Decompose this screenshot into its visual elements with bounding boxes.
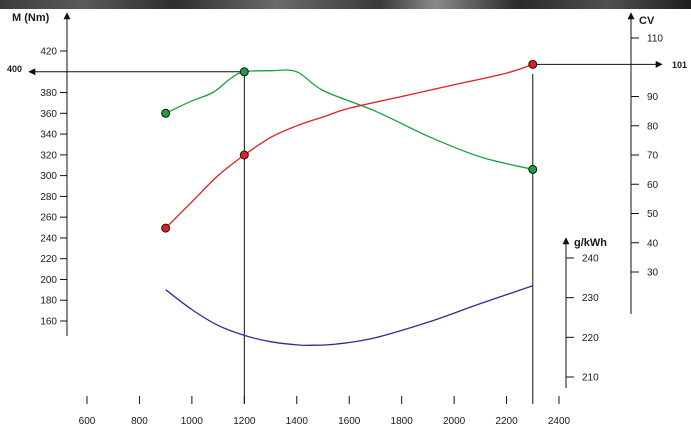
torque-tick-label: 200 xyxy=(40,275,57,286)
power-tick-label: 70 xyxy=(647,151,659,162)
torque-tick-label: 240 xyxy=(40,233,57,244)
power-curve-point xyxy=(161,223,171,233)
torque-curve-point xyxy=(239,67,249,77)
torque-tick-label: 280 xyxy=(40,192,57,203)
reference-lines-layer xyxy=(28,60,663,404)
power-curve-point xyxy=(528,59,538,69)
consumption-tick-label: 220 xyxy=(582,333,599,344)
consumption-tick-label: 230 xyxy=(582,293,599,304)
torque-axis-title: M (Nm) xyxy=(12,12,50,24)
power-tick-label: 60 xyxy=(647,180,659,191)
rpm-tick-label: 1000 xyxy=(181,416,204,427)
rpm-tick-label: 600 xyxy=(79,416,96,427)
power-tick-label: 40 xyxy=(647,238,659,249)
rpm-tick-label: 1600 xyxy=(338,416,361,427)
power-tick-label: 50 xyxy=(647,209,659,220)
consumption-axis-title: g/kWh xyxy=(574,237,607,249)
consumption-tick-label: 240 xyxy=(582,254,599,265)
torque-curve-point xyxy=(161,108,171,118)
torque-tick-label: 260 xyxy=(40,213,57,224)
rpm-tick-label: 1400 xyxy=(286,416,309,427)
peak-torque-annotation: 400 xyxy=(7,64,22,74)
torque-tick-label: 320 xyxy=(40,150,57,161)
rpm-tick-label: 1200 xyxy=(233,416,256,427)
torque-tick-label: 380 xyxy=(40,88,57,99)
rpm-tick-label: 2000 xyxy=(443,416,466,427)
axes-layer xyxy=(60,12,639,404)
power-tick-label: 80 xyxy=(647,121,659,132)
torque-tick-label: 340 xyxy=(40,130,57,141)
top-photo-strip xyxy=(0,0,691,9)
rpm-tick-label: 800 xyxy=(131,416,148,427)
power-curve-point xyxy=(239,150,249,160)
rpm-tick-label: 1800 xyxy=(391,416,414,427)
torque-tick-label: 220 xyxy=(40,254,57,265)
torque-tick-label: 420 xyxy=(40,47,57,58)
torque-curve-point xyxy=(528,164,538,174)
series-layer xyxy=(165,63,534,347)
torque-tick-label: 160 xyxy=(40,317,57,328)
rpm-tick-label: 2400 xyxy=(548,416,571,427)
power-curve xyxy=(165,63,534,229)
peak-power-annotation: 101 xyxy=(672,60,687,70)
torque-tick-label: 300 xyxy=(40,171,57,182)
torque-curve xyxy=(165,69,533,171)
power-tick-label: 110 xyxy=(647,34,663,45)
markers-layer xyxy=(161,59,538,233)
rpm-tick-label: 2200 xyxy=(495,416,518,427)
power-tick-label: 90 xyxy=(647,92,659,103)
consumption-tick-label: 210 xyxy=(582,373,599,384)
power-tick-label: 30 xyxy=(647,268,659,279)
torque-tick-label: 180 xyxy=(40,296,57,307)
power-axis-title: CV xyxy=(639,15,655,27)
consumption-curve xyxy=(165,285,534,347)
labels-layer: M (Nm) CV g/kWh 400 101 160 180 200 220 240 2… xyxy=(7,12,687,427)
torque-tick-label: 360 xyxy=(40,109,57,120)
